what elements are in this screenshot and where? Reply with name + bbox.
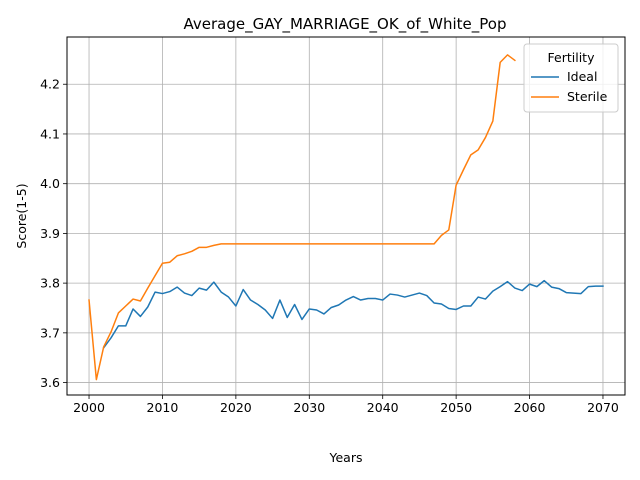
legend-label-sterile: Sterile <box>567 89 608 104</box>
x-tick-label: 2030 <box>293 400 325 415</box>
series-line-ideal <box>102 279 604 349</box>
grid <box>67 37 625 395</box>
y-tick-label: 3.6 <box>40 375 60 390</box>
y-tick-label: 3.7 <box>40 325 60 340</box>
legend: Fertility Ideal Sterile <box>523 43 619 113</box>
y-tick-label: 3.8 <box>40 276 60 291</box>
x-tick-label: 2070 <box>587 400 619 415</box>
x-tick-label: 2000 <box>73 400 105 415</box>
x-tick-label: 2040 <box>367 400 399 415</box>
x-tick-label: 2050 <box>440 400 472 415</box>
y-axis: 3.6 3.7 3.8 3.9 4.0 4.1 4.2 <box>40 77 67 390</box>
series-layer <box>88 54 604 381</box>
series-line-sterile <box>88 54 516 381</box>
y-tick-label: 4.2 <box>40 77 60 92</box>
y-tick-label: 3.9 <box>40 226 60 241</box>
plot-frame <box>66 36 626 396</box>
legend-title: Fertility <box>548 50 596 65</box>
x-tick-label: 2020 <box>220 400 252 415</box>
y-tick-label: 4.1 <box>40 126 60 141</box>
y-tick-label: 4.0 <box>40 176 60 191</box>
legend-box <box>523 43 619 113</box>
x-axis-label: Years <box>329 450 363 465</box>
x-tick-label: 2010 <box>147 400 179 415</box>
y-axis-label: Score(1-5) <box>14 183 29 248</box>
x-tick-label: 2060 <box>514 400 546 415</box>
chart-title: Average_GAY_MARRIAGE_OK_of_White_Pop <box>184 15 507 34</box>
legend-label-ideal: Ideal <box>567 69 597 84</box>
x-axis: 2000 2010 2020 2030 2040 2050 2060 2070 <box>73 395 619 415</box>
